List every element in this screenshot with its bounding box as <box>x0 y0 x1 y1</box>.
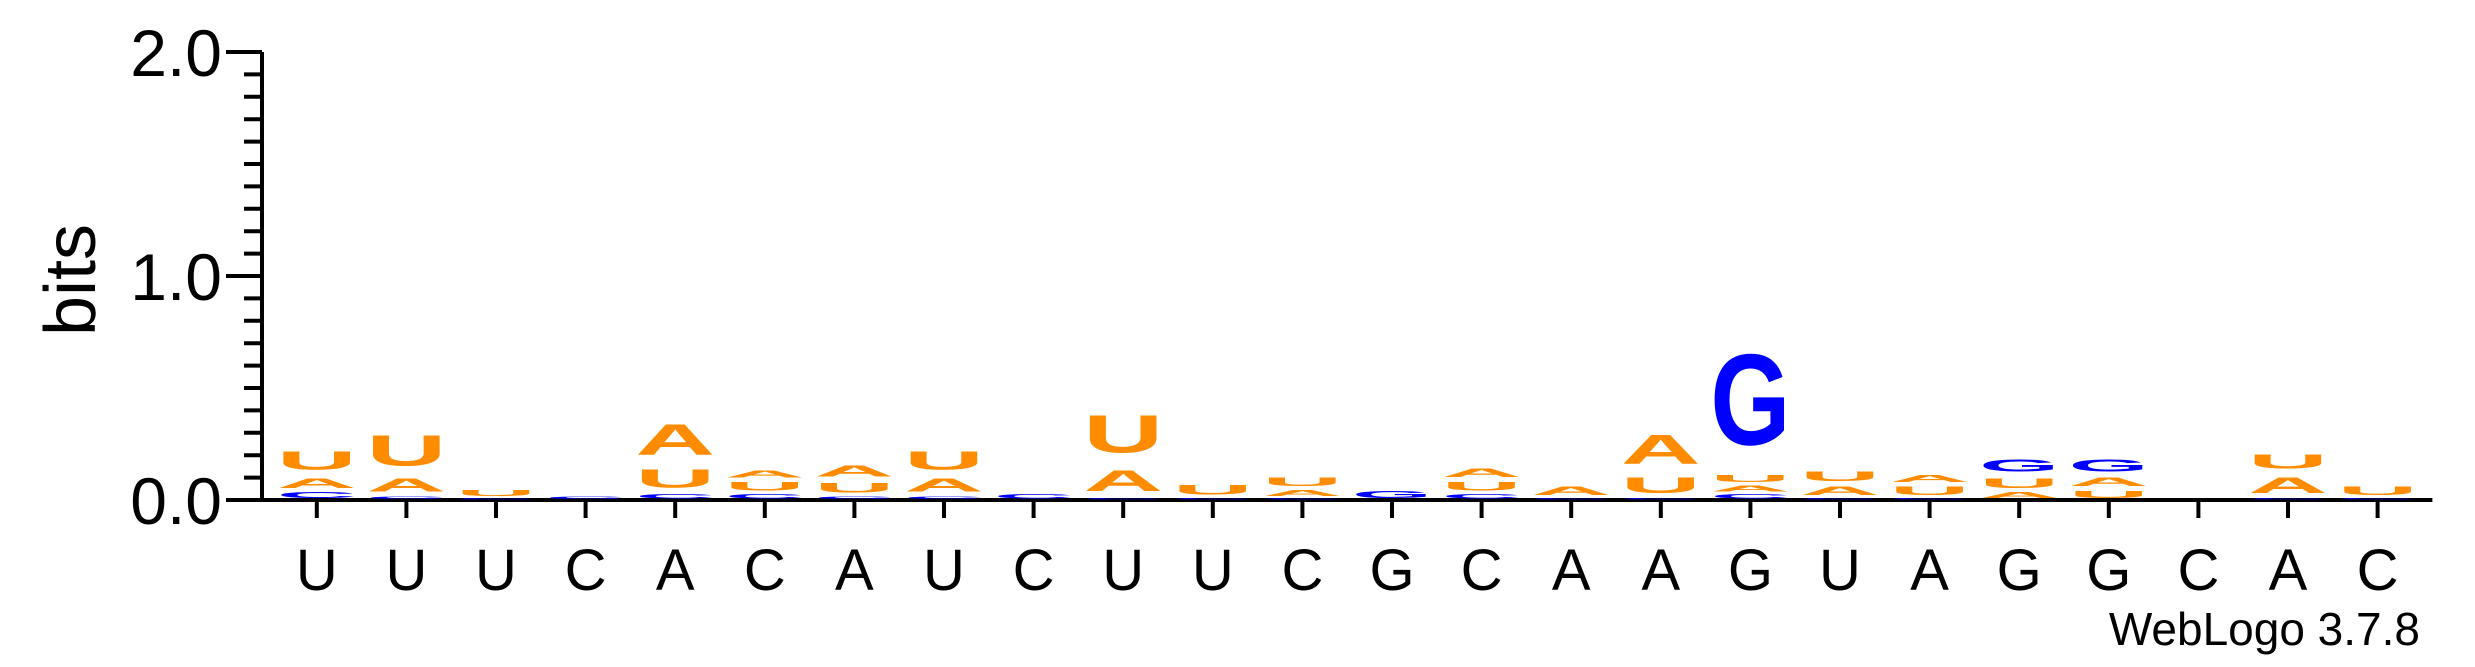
logo-letter-u: U <box>725 480 805 493</box>
x-tick-label: A <box>2269 538 2308 603</box>
x-tick-label: U <box>385 538 427 603</box>
logo-letter-u: U <box>366 426 446 475</box>
logo-letter-c: C <box>1890 498 1970 500</box>
x-tick-label: C <box>1281 538 1323 603</box>
logo-letter-c: C <box>546 495 626 499</box>
x-tick-label: C <box>565 538 607 603</box>
logo-letter-c: C <box>1800 498 1880 500</box>
logo-letter-c: C <box>1442 493 1522 500</box>
logo-letter-a: A <box>1083 465 1163 498</box>
x-tick-label: U <box>296 538 338 603</box>
logo-letter-a: A <box>1531 484 1611 497</box>
logo-letter-g: G <box>2069 455 2149 475</box>
logo-letter-g: G <box>1979 455 2059 475</box>
y-tick-label: 0.0 <box>130 464 222 538</box>
x-tick-label: A <box>835 538 874 603</box>
logo-letter-c: C <box>814 495 894 499</box>
x-tick-label: G <box>2086 538 2131 603</box>
x-tick-label: A <box>1641 538 1680 603</box>
logo-letter-u: U <box>1710 473 1790 484</box>
logo-letter-c: C <box>277 491 357 500</box>
x-tick-label: G <box>1369 538 1414 603</box>
logo-letter-u: U <box>277 446 357 475</box>
logo-letter-a: A <box>1442 466 1522 479</box>
logo-letter-a: A <box>1890 473 1970 484</box>
logo-letter-c: C <box>1083 498 1163 500</box>
logo-letter-u: U <box>1979 475 2059 491</box>
logo-letter-c: C <box>1262 498 1342 500</box>
logo-letter-u: U <box>2338 484 2418 497</box>
logo-letter-a: A <box>1710 484 1790 493</box>
logo-letter-u: U <box>1262 475 1342 488</box>
logo-letter-a: A <box>2069 475 2149 488</box>
x-tick-label: U <box>923 538 965 603</box>
logo-letter-u: U <box>904 446 984 475</box>
x-tick-label: U <box>475 538 517 603</box>
x-tick-label: A <box>656 538 695 603</box>
logo-letter-c: C <box>635 493 715 500</box>
logo-letter-g: G <box>1352 489 1432 500</box>
logo-letter-c: C <box>1531 498 1611 500</box>
logo-letter-a: A <box>277 475 357 491</box>
logo-letter-u: U <box>635 464 715 493</box>
logo-letter-c: C <box>994 493 1074 500</box>
logo-letter-u: U <box>2248 451 2328 473</box>
logo-letter-c: C <box>2248 498 2328 500</box>
y-axis-label: bits <box>31 224 111 336</box>
x-tick-label: A <box>1910 538 1949 603</box>
logo-letter-a: A <box>635 415 715 464</box>
x-tick-label: C <box>744 538 786 603</box>
logo-letter-a: A <box>1979 491 2059 500</box>
x-tick-label: A <box>1552 538 1591 603</box>
logo-letter-a: A <box>1800 484 1880 497</box>
logo-letter-u: U <box>814 480 894 496</box>
logo-letter-u: U <box>1442 480 1522 493</box>
x-tick-label: C <box>1461 538 1503 603</box>
logo-letter-a: A <box>904 475 984 495</box>
logo-letter-a: A <box>366 475 446 495</box>
x-tick-label: U <box>1102 538 1144 603</box>
y-tick-label: 2.0 <box>130 16 222 90</box>
logo-letter-u: U <box>456 489 536 498</box>
y-tick-label: 1.0 <box>130 240 222 314</box>
logo-letter-c: C <box>2338 498 2418 500</box>
x-tick-label: U <box>1192 538 1234 603</box>
logo-letter-a: A <box>814 462 894 480</box>
logo-letter-c: C <box>725 493 805 500</box>
logo-letter-u: U <box>1173 482 1253 498</box>
y-axis: 0.0 1.0 2.0 <box>130 16 262 538</box>
logo-letter-a: A <box>1621 426 1701 473</box>
logo-letter-c: C <box>1621 498 1701 500</box>
x-tick-label: C <box>1013 538 1055 603</box>
logo-letter-u: U <box>1800 469 1880 485</box>
logo-letter-c: C <box>1710 493 1790 500</box>
logo-letter-c: C <box>904 495 984 499</box>
weblogo-credit: WebLogo 3.7.8 <box>2109 603 2420 655</box>
x-tick-label: C <box>2177 538 2219 603</box>
logo-letter-c: C <box>366 495 446 499</box>
logo-letter-u: U <box>2069 489 2149 500</box>
logo-letter-a: A <box>725 469 805 480</box>
logo-letter-u: U <box>1890 484 1970 497</box>
logo-letter-c: C <box>1173 498 1253 500</box>
logo-letter-u: U <box>1083 404 1163 464</box>
x-tick-label: C <box>2357 538 2399 603</box>
logo-letter-a: A <box>1262 489 1342 498</box>
x-tick-label: G <box>1728 538 1773 603</box>
logo-letter-g: G <box>1710 327 1790 472</box>
logo-letter-u: U <box>1621 473 1701 498</box>
x-tick-label: G <box>1997 538 2042 603</box>
logo-letter-a: A <box>2248 473 2328 498</box>
logo-letter-c: C <box>456 498 536 500</box>
x-tick-label: U <box>1819 538 1861 603</box>
